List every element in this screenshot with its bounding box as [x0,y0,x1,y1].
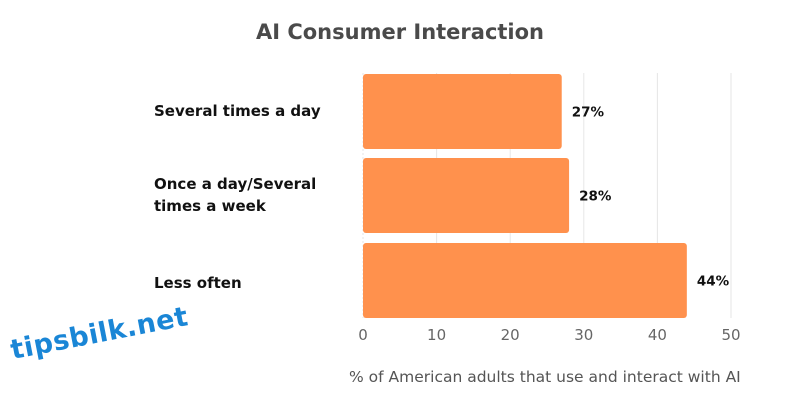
bar-1 [363,74,562,149]
bars [363,74,687,318]
bar-3 [363,243,687,318]
data-label-1: 27% [572,105,605,121]
x-tick-label-30: 30 [574,326,593,344]
x-tick-label-50: 50 [721,326,740,344]
x-tick-label-20: 20 [501,326,520,344]
data-label-2: 28% [579,189,612,205]
category-label-once-a-day: Once a day/Several times a week [154,175,317,215]
category-label-less-often: Less often [154,274,242,292]
x-tick-label-40: 40 [648,326,667,344]
x-tick-label-10: 10 [427,326,446,344]
x-axis-label: % of American adults that use and intera… [349,368,741,386]
bar-2 [363,158,570,233]
x-tick-label-0: 0 [358,326,368,344]
data-labels: 27% 28% 44% [572,105,730,290]
chart-title: AI Consumer Interaction [255,20,545,44]
data-label-3: 44% [697,274,730,290]
category-label-several-times-a-day: Several times a day [154,102,321,120]
x-tick-labels: 0 10 20 30 40 50 [358,326,740,344]
